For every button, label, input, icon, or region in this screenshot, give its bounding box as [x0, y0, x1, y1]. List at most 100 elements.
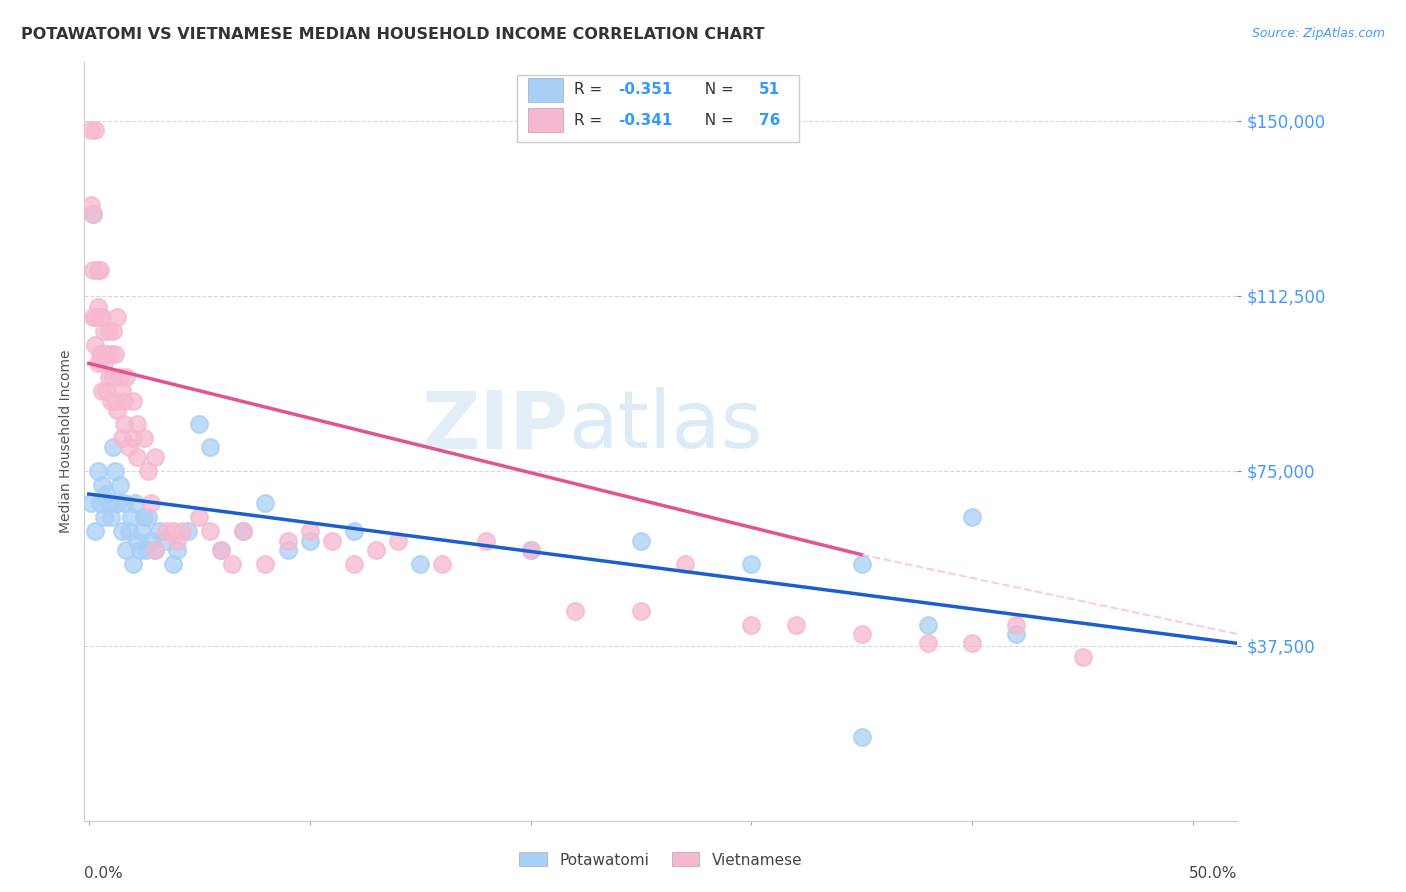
Point	[298, 533, 321, 548]
Point	[89, 310, 111, 324]
Point	[127, 533, 149, 548]
Text: 50.0%: 50.0%	[1189, 866, 1237, 881]
Point	[117, 441, 139, 455]
Text: 51: 51	[759, 82, 780, 97]
Point	[100, 510, 122, 524]
Point	[86, 356, 108, 370]
Point	[132, 510, 155, 524]
Point	[84, 524, 107, 539]
Point	[111, 431, 134, 445]
Point	[232, 524, 254, 539]
Point	[1005, 627, 1028, 641]
Point	[96, 384, 118, 399]
Point	[122, 557, 145, 571]
Text: N =: N =	[696, 112, 740, 128]
Point	[564, 604, 586, 618]
Point	[430, 557, 453, 571]
Point	[96, 487, 118, 501]
FancyBboxPatch shape	[529, 108, 562, 132]
Point	[254, 496, 277, 510]
Point	[155, 524, 177, 539]
Point	[139, 496, 162, 510]
Point	[115, 370, 138, 384]
Point	[917, 617, 939, 632]
Point	[630, 604, 652, 618]
Point	[91, 384, 114, 399]
Point	[86, 301, 108, 315]
Point	[82, 207, 104, 221]
Point	[82, 207, 104, 221]
Point	[89, 347, 111, 361]
Point	[917, 636, 939, 650]
Point	[343, 557, 366, 571]
Point	[101, 324, 124, 338]
Point	[221, 557, 243, 571]
Point	[86, 263, 108, 277]
Point	[232, 524, 254, 539]
Text: R =: R =	[575, 82, 607, 97]
Point	[188, 510, 211, 524]
Point	[135, 543, 157, 558]
Point	[82, 310, 104, 324]
Point	[112, 417, 135, 431]
Point	[785, 617, 807, 632]
Point	[138, 510, 160, 524]
Point	[139, 533, 162, 548]
Point	[409, 557, 432, 571]
Point	[387, 533, 409, 548]
Point	[91, 347, 114, 361]
Point	[673, 557, 696, 571]
Point	[96, 347, 118, 361]
Point	[104, 347, 127, 361]
Point	[100, 347, 122, 361]
Point	[630, 533, 652, 548]
Point	[80, 198, 103, 212]
Text: N =: N =	[696, 82, 740, 97]
Point	[960, 636, 983, 650]
Legend: Potawatomi, Vietnamese: Potawatomi, Vietnamese	[513, 847, 808, 873]
Text: atlas: atlas	[568, 387, 763, 466]
Point	[97, 496, 120, 510]
Point	[80, 123, 103, 137]
Point	[519, 543, 541, 558]
Point	[166, 543, 188, 558]
Point	[104, 464, 127, 478]
Point	[86, 464, 108, 478]
Text: R =: R =	[575, 112, 607, 128]
Point	[111, 384, 134, 399]
Point	[93, 356, 115, 370]
Point	[200, 524, 222, 539]
Point	[97, 324, 120, 338]
Text: 76: 76	[759, 112, 780, 128]
Point	[132, 431, 155, 445]
Point	[162, 557, 184, 571]
Point	[277, 543, 299, 558]
Y-axis label: Median Household Income: Median Household Income	[59, 350, 73, 533]
Point	[128, 543, 150, 558]
Point	[364, 543, 387, 558]
FancyBboxPatch shape	[517, 75, 799, 142]
Point	[143, 450, 166, 464]
Point	[101, 370, 124, 384]
Point	[851, 557, 873, 571]
Point	[115, 543, 138, 558]
Text: ZIP: ZIP	[422, 387, 568, 466]
Point	[740, 617, 762, 632]
Point	[122, 431, 145, 445]
Point	[200, 441, 222, 455]
Point	[91, 477, 114, 491]
Point	[107, 496, 129, 510]
Point	[80, 496, 103, 510]
Point	[143, 543, 166, 558]
Point	[277, 533, 299, 548]
Point	[851, 730, 873, 744]
Text: Source: ZipAtlas.com: Source: ZipAtlas.com	[1251, 27, 1385, 40]
Point	[138, 464, 160, 478]
Point	[162, 524, 184, 539]
Text: -0.351: -0.351	[619, 82, 672, 97]
Point	[343, 524, 366, 539]
Point	[104, 393, 127, 408]
Point	[1005, 617, 1028, 632]
Point	[111, 524, 134, 539]
Point	[851, 627, 873, 641]
